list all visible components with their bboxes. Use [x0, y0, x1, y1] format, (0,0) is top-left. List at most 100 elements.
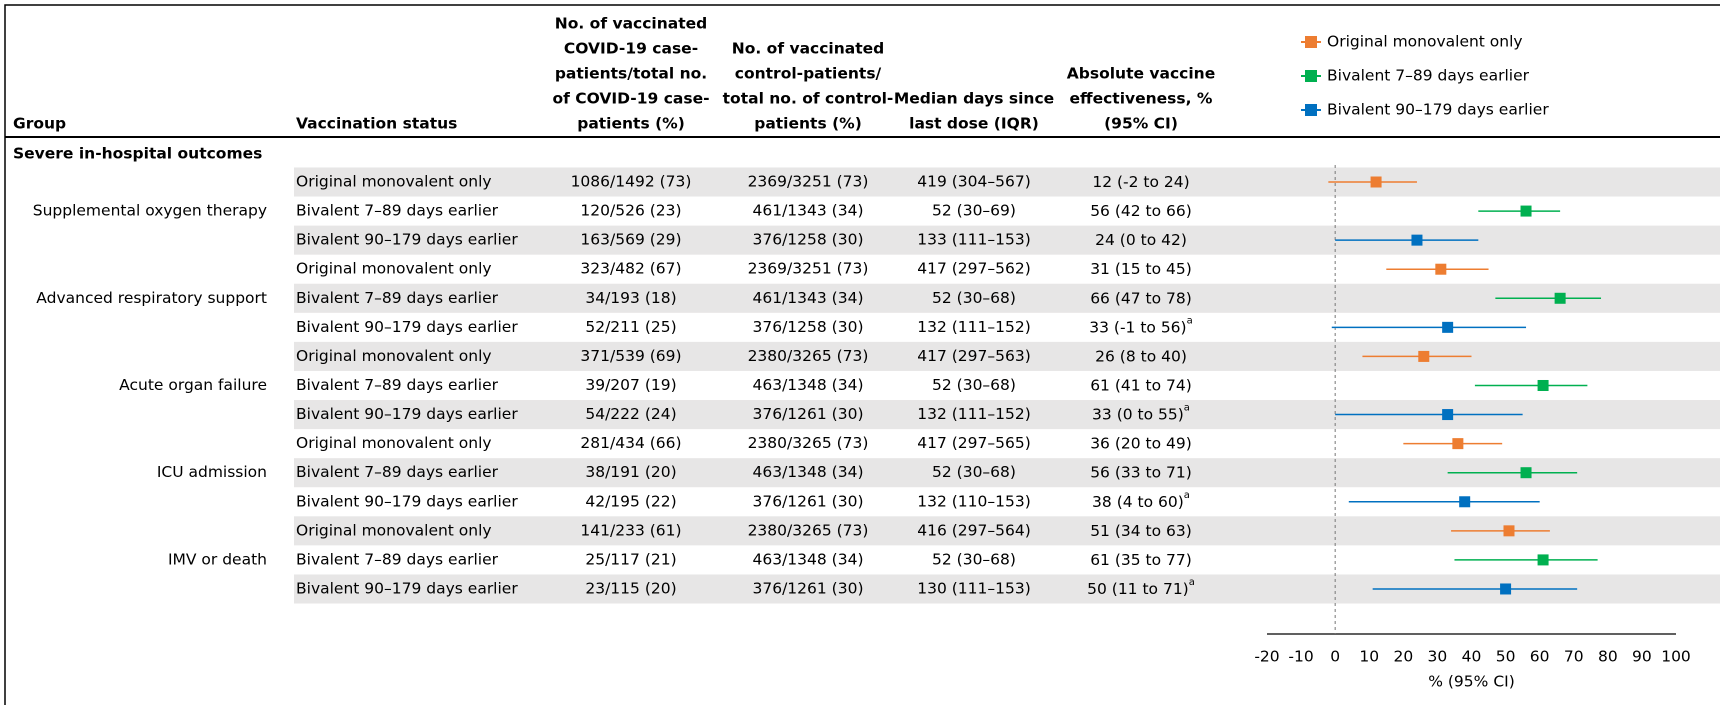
point-estimate [1435, 263, 1447, 275]
table-cell: 2369/3251 (73) [748, 260, 869, 278]
column-header: No. of vaccinated [732, 40, 884, 58]
table-cell: 417 (297–565) [917, 434, 1031, 452]
ve-cell: 56 (42 to 66) [1090, 202, 1192, 220]
status-cell: Bivalent 7–89 days earlier [296, 289, 499, 307]
status-cell: Bivalent 7–89 days earlier [296, 376, 499, 394]
ve-text: 38 (4 to 60) [1092, 492, 1184, 510]
group-label: Supplemental oxygen therapy [33, 202, 267, 220]
table-cell: 417 (297–563) [917, 347, 1031, 365]
table-cell: 141/233 (61) [580, 521, 681, 539]
ve-text: 61 (41 to 74) [1090, 376, 1192, 394]
table-cell: 130 (111–153) [917, 579, 1031, 597]
table-cell: 376/1261 (30) [753, 405, 864, 423]
x-tick-label: 10 [1359, 648, 1379, 666]
group-label: Acute organ failure [119, 376, 267, 394]
legend-marker [1305, 70, 1317, 82]
legend-marker [1305, 36, 1317, 48]
ve-cell: 24 (0 to 42) [1095, 231, 1187, 249]
table-cell: 52 (30–69) [932, 202, 1016, 220]
x-tick-label: -10 [1288, 648, 1313, 666]
ve-cell: 56 (33 to 71) [1090, 463, 1192, 481]
status-cell: Original monovalent only [296, 347, 492, 365]
table-cell: 52/211 (25) [585, 318, 676, 336]
column-header: total no. of control- [723, 90, 894, 108]
table-cell: 52 (30–68) [932, 463, 1016, 481]
table-cell: 417 (297–562) [917, 260, 1031, 278]
table-cell: 2380/3265 (73) [748, 521, 869, 539]
ve-cell: 61 (41 to 74) [1090, 376, 1192, 394]
frame [4, 4, 1720, 705]
row-shading [294, 167, 1720, 604]
table-cell: 120/526 (23) [580, 202, 681, 220]
column-header: patients (%) [754, 115, 862, 133]
table-cell: 323/482 (67) [580, 260, 681, 278]
x-tick-label: 60 [1530, 648, 1550, 666]
table-cell: 371/539 (69) [580, 347, 681, 365]
x-tick-label: 50 [1496, 648, 1516, 666]
ve-text: 50 (11 to 71) [1087, 579, 1189, 597]
point-estimate [1554, 292, 1566, 304]
table-cell: 461/1343 (34) [753, 289, 864, 307]
ve-cell: 50 (11 to 71)a [1087, 577, 1195, 598]
x-tick-label: 0 [1330, 648, 1340, 666]
ve-text: 36 (20 to 49) [1090, 434, 1192, 452]
row-band [294, 341, 1720, 371]
status-cell: Bivalent 90–179 days earlier [296, 579, 518, 597]
point-estimate [1520, 205, 1532, 217]
column-header: Vaccination status [296, 115, 457, 133]
column-header: COVID-19 case- [564, 40, 698, 58]
table-cell: 376/1258 (30) [753, 318, 864, 336]
legend-marker [1305, 104, 1317, 116]
x-axis-title: % (95% CI) [1428, 673, 1515, 691]
table-cell: 2380/3265 (73) [748, 347, 869, 365]
ve-text: 24 (0 to 42) [1095, 231, 1187, 249]
footnote-mark: a [1189, 577, 1195, 588]
ve-cell: 26 (8 to 40) [1095, 347, 1187, 365]
table-cell: 52 (30–68) [932, 550, 1016, 568]
status-cell: Bivalent 90–179 days earlier [296, 318, 518, 336]
table-cell: 376/1261 (30) [753, 492, 864, 510]
row-band [294, 167, 1720, 197]
ve-text: 56 (42 to 66) [1090, 202, 1192, 220]
ve-cell: 12 (-2 to 24) [1092, 173, 1189, 191]
table-cell: 463/1348 (34) [753, 376, 864, 394]
table-cell: 1086/1492 (73) [571, 173, 692, 191]
legend-label: Bivalent 7–89 days earlier [1327, 67, 1530, 85]
x-tick-label: 70 [1564, 648, 1584, 666]
ve-text: 26 (8 to 40) [1095, 347, 1187, 365]
table-cell: 2369/3251 (73) [748, 173, 869, 191]
ve-text: 66 (47 to 78) [1090, 289, 1192, 307]
ve-text: 61 (35 to 77) [1090, 550, 1192, 568]
column-header: patients (%) [577, 115, 685, 133]
status-cell: Original monovalent only [296, 260, 492, 278]
x-tick-label: 80 [1598, 648, 1618, 666]
footnote-mark: a [1184, 490, 1190, 501]
group-label: Advanced respiratory support [36, 289, 267, 307]
status-cell: Original monovalent only [296, 173, 492, 191]
x-tick-label: -20 [1254, 648, 1279, 666]
ve-cell: 31 (15 to 45) [1090, 260, 1192, 278]
column-header: Median days since [894, 90, 1054, 108]
column-header: (95% CI) [1104, 115, 1178, 133]
footnote-mark: a [1187, 315, 1193, 326]
ve-cell: 66 (47 to 78) [1090, 289, 1192, 307]
ve-cell: 61 (35 to 77) [1090, 550, 1192, 568]
point-estimate [1537, 554, 1549, 566]
x-tick-label: 30 [1428, 648, 1448, 666]
point-estimate [1500, 583, 1512, 595]
column-header: Absolute vaccine [1067, 65, 1215, 83]
footnote-mark: a [1184, 403, 1190, 414]
point-estimate [1520, 467, 1532, 479]
column-header: control-patients/ [735, 65, 882, 83]
ve-cell: 38 (4 to 60)a [1092, 490, 1190, 511]
table-cell: 132 (111–152) [917, 405, 1031, 423]
status-cell: Bivalent 90–179 days earlier [296, 231, 518, 249]
group-label: IMV or death [168, 550, 267, 568]
x-tick-label: 100 [1661, 648, 1691, 666]
column-header: of COVID-19 case- [552, 90, 709, 108]
table-cell: 25/117 (21) [585, 550, 676, 568]
status-cell: Bivalent 7–89 days earlier [296, 550, 499, 568]
ve-text: 33 (0 to 55) [1092, 405, 1184, 423]
point-estimate [1537, 379, 1549, 391]
point-estimate [1370, 176, 1382, 188]
